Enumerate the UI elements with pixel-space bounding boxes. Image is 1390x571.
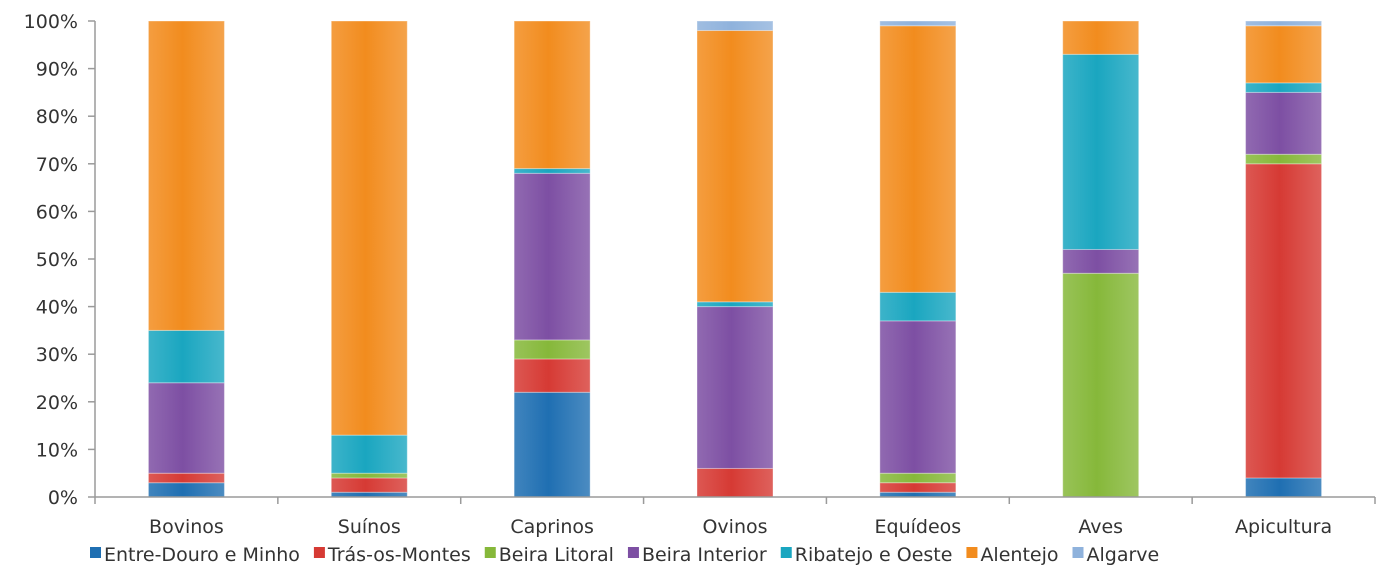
y-tick-label: 10% xyxy=(36,439,78,461)
legend-label: Ribatejo e Oeste xyxy=(795,544,953,566)
x-category-label: Equídeos xyxy=(875,516,962,538)
bar-suinos-beira-litoral xyxy=(330,472,408,479)
legend-label: Entre-Douro e Minho xyxy=(104,544,300,566)
legend-label: Beira Interior xyxy=(642,544,767,566)
x-category-label: Caprinos xyxy=(510,516,594,538)
bar-bovinos-entre-douro-e-minho xyxy=(147,482,225,498)
x-category-label: Bovinos xyxy=(149,516,224,538)
bar-equideos-tras-os-montes xyxy=(879,482,957,493)
legend-label: Beira Litoral xyxy=(499,544,614,566)
y-tick-label: 50% xyxy=(36,249,78,271)
x-category-label: Apicultura xyxy=(1235,516,1332,538)
y-axis: 0% 10% 20% 30% 40% 50% 60% 70% 80% 90% 100% xyxy=(24,11,96,509)
legend-swatch xyxy=(966,547,978,558)
legend: Entre-Douro e Minho Trás-os-Montes Beira L… xyxy=(90,544,1159,566)
bar-equideos-alentejo xyxy=(879,25,957,293)
x-axis: Bovinos Suínos Caprinos Ovinos Equídeos Aves A… xyxy=(94,496,1376,538)
bar-caprinos-entre-douro-e-minho xyxy=(513,391,591,498)
y-tick-label: 90% xyxy=(36,59,78,81)
bar-ovinos-beira-interior xyxy=(696,306,774,469)
bar-ovinos-algarve xyxy=(696,20,774,32)
bar-aves-ribatejo-e-oeste xyxy=(1062,53,1140,250)
bar-apicultura-alentejo xyxy=(1245,25,1323,84)
legend-swatch xyxy=(484,547,496,558)
bar-apicultura-tras-os-montes xyxy=(1245,163,1323,479)
bar-bovinos-tras-os-montes xyxy=(147,472,225,484)
bar-aves-alentejo xyxy=(1062,20,1140,55)
bar-caprinos-tras-os-montes xyxy=(513,358,591,393)
bar-caprinos-ribatejo-e-oeste xyxy=(513,168,591,174)
legend-label: Algarve xyxy=(1087,544,1160,566)
bar-apicultura-entre-douro-e-minho xyxy=(1245,477,1323,498)
x-category-label: Ovinos xyxy=(702,516,767,538)
bar-aves-beira-interior xyxy=(1062,248,1140,274)
bar-suinos-tras-os-montes xyxy=(330,477,408,493)
bar-suinos-ribatejo-e-oeste xyxy=(330,434,408,474)
bar-caprinos-beira-interior xyxy=(513,172,591,341)
bar-equideos-beira-litoral xyxy=(879,472,957,484)
x-category-label: Suínos xyxy=(338,516,401,538)
bar-caprinos-beira-litoral xyxy=(513,339,591,360)
bar-suinos-alentejo xyxy=(330,20,408,436)
legend-swatch xyxy=(90,547,101,558)
bar-equideos-ribatejo-e-oeste xyxy=(879,291,957,322)
bar-apicultura-beira-litoral xyxy=(1245,153,1323,165)
legend-swatch xyxy=(1072,547,1084,558)
bar-apicultura-algarve xyxy=(1245,20,1323,27)
y-tick-label: 30% xyxy=(36,344,78,366)
bar-ovinos-ribatejo-e-oeste xyxy=(696,301,774,308)
legend-swatch xyxy=(780,547,792,558)
y-tick-label: 100% xyxy=(24,11,78,33)
legend-swatch xyxy=(627,547,639,558)
bars xyxy=(147,20,1323,498)
legend-label: Trás-os-Montes xyxy=(327,544,471,566)
bar-aves-beira-litoral xyxy=(1062,272,1140,498)
y-tick-label: 0% xyxy=(48,487,78,509)
y-tick-label: 20% xyxy=(36,392,78,414)
bar-ovinos-alentejo xyxy=(696,30,774,303)
bar-bovinos-beira-interior xyxy=(147,382,225,474)
y-tick-label: 40% xyxy=(36,297,78,319)
bar-apicultura-ribatejo-e-oeste xyxy=(1245,82,1323,93)
y-tick-label: 60% xyxy=(36,201,78,223)
y-tick-label: 80% xyxy=(36,106,78,128)
legend-swatch xyxy=(313,547,325,558)
bar-bovinos-alentejo xyxy=(147,20,225,331)
bar-ovinos-tras-os-montes xyxy=(696,467,774,498)
bar-equideos-algarve xyxy=(879,20,957,27)
bar-bovinos-ribatejo-e-oeste xyxy=(147,329,225,384)
x-category-label: Aves xyxy=(1078,516,1123,538)
bar-apicultura-beira-interior xyxy=(1245,91,1323,155)
y-tick-label: 70% xyxy=(36,154,78,176)
legend-label: Alentejo xyxy=(980,544,1058,566)
bar-caprinos-alentejo xyxy=(513,20,591,170)
bar-equideos-beira-interior xyxy=(879,320,957,474)
